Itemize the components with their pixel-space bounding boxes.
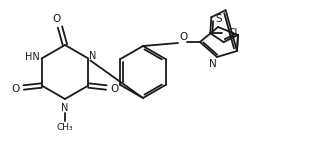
Text: O: O	[110, 83, 118, 94]
Text: O: O	[179, 32, 187, 42]
Text: Cl: Cl	[227, 28, 237, 38]
Text: N: N	[89, 50, 96, 61]
Text: O: O	[11, 83, 20, 94]
Text: S: S	[216, 14, 222, 24]
Text: HN: HN	[25, 52, 40, 62]
Text: N: N	[209, 59, 217, 69]
Text: O: O	[52, 14, 60, 24]
Text: CH₃: CH₃	[57, 123, 73, 132]
Text: N: N	[61, 103, 69, 113]
